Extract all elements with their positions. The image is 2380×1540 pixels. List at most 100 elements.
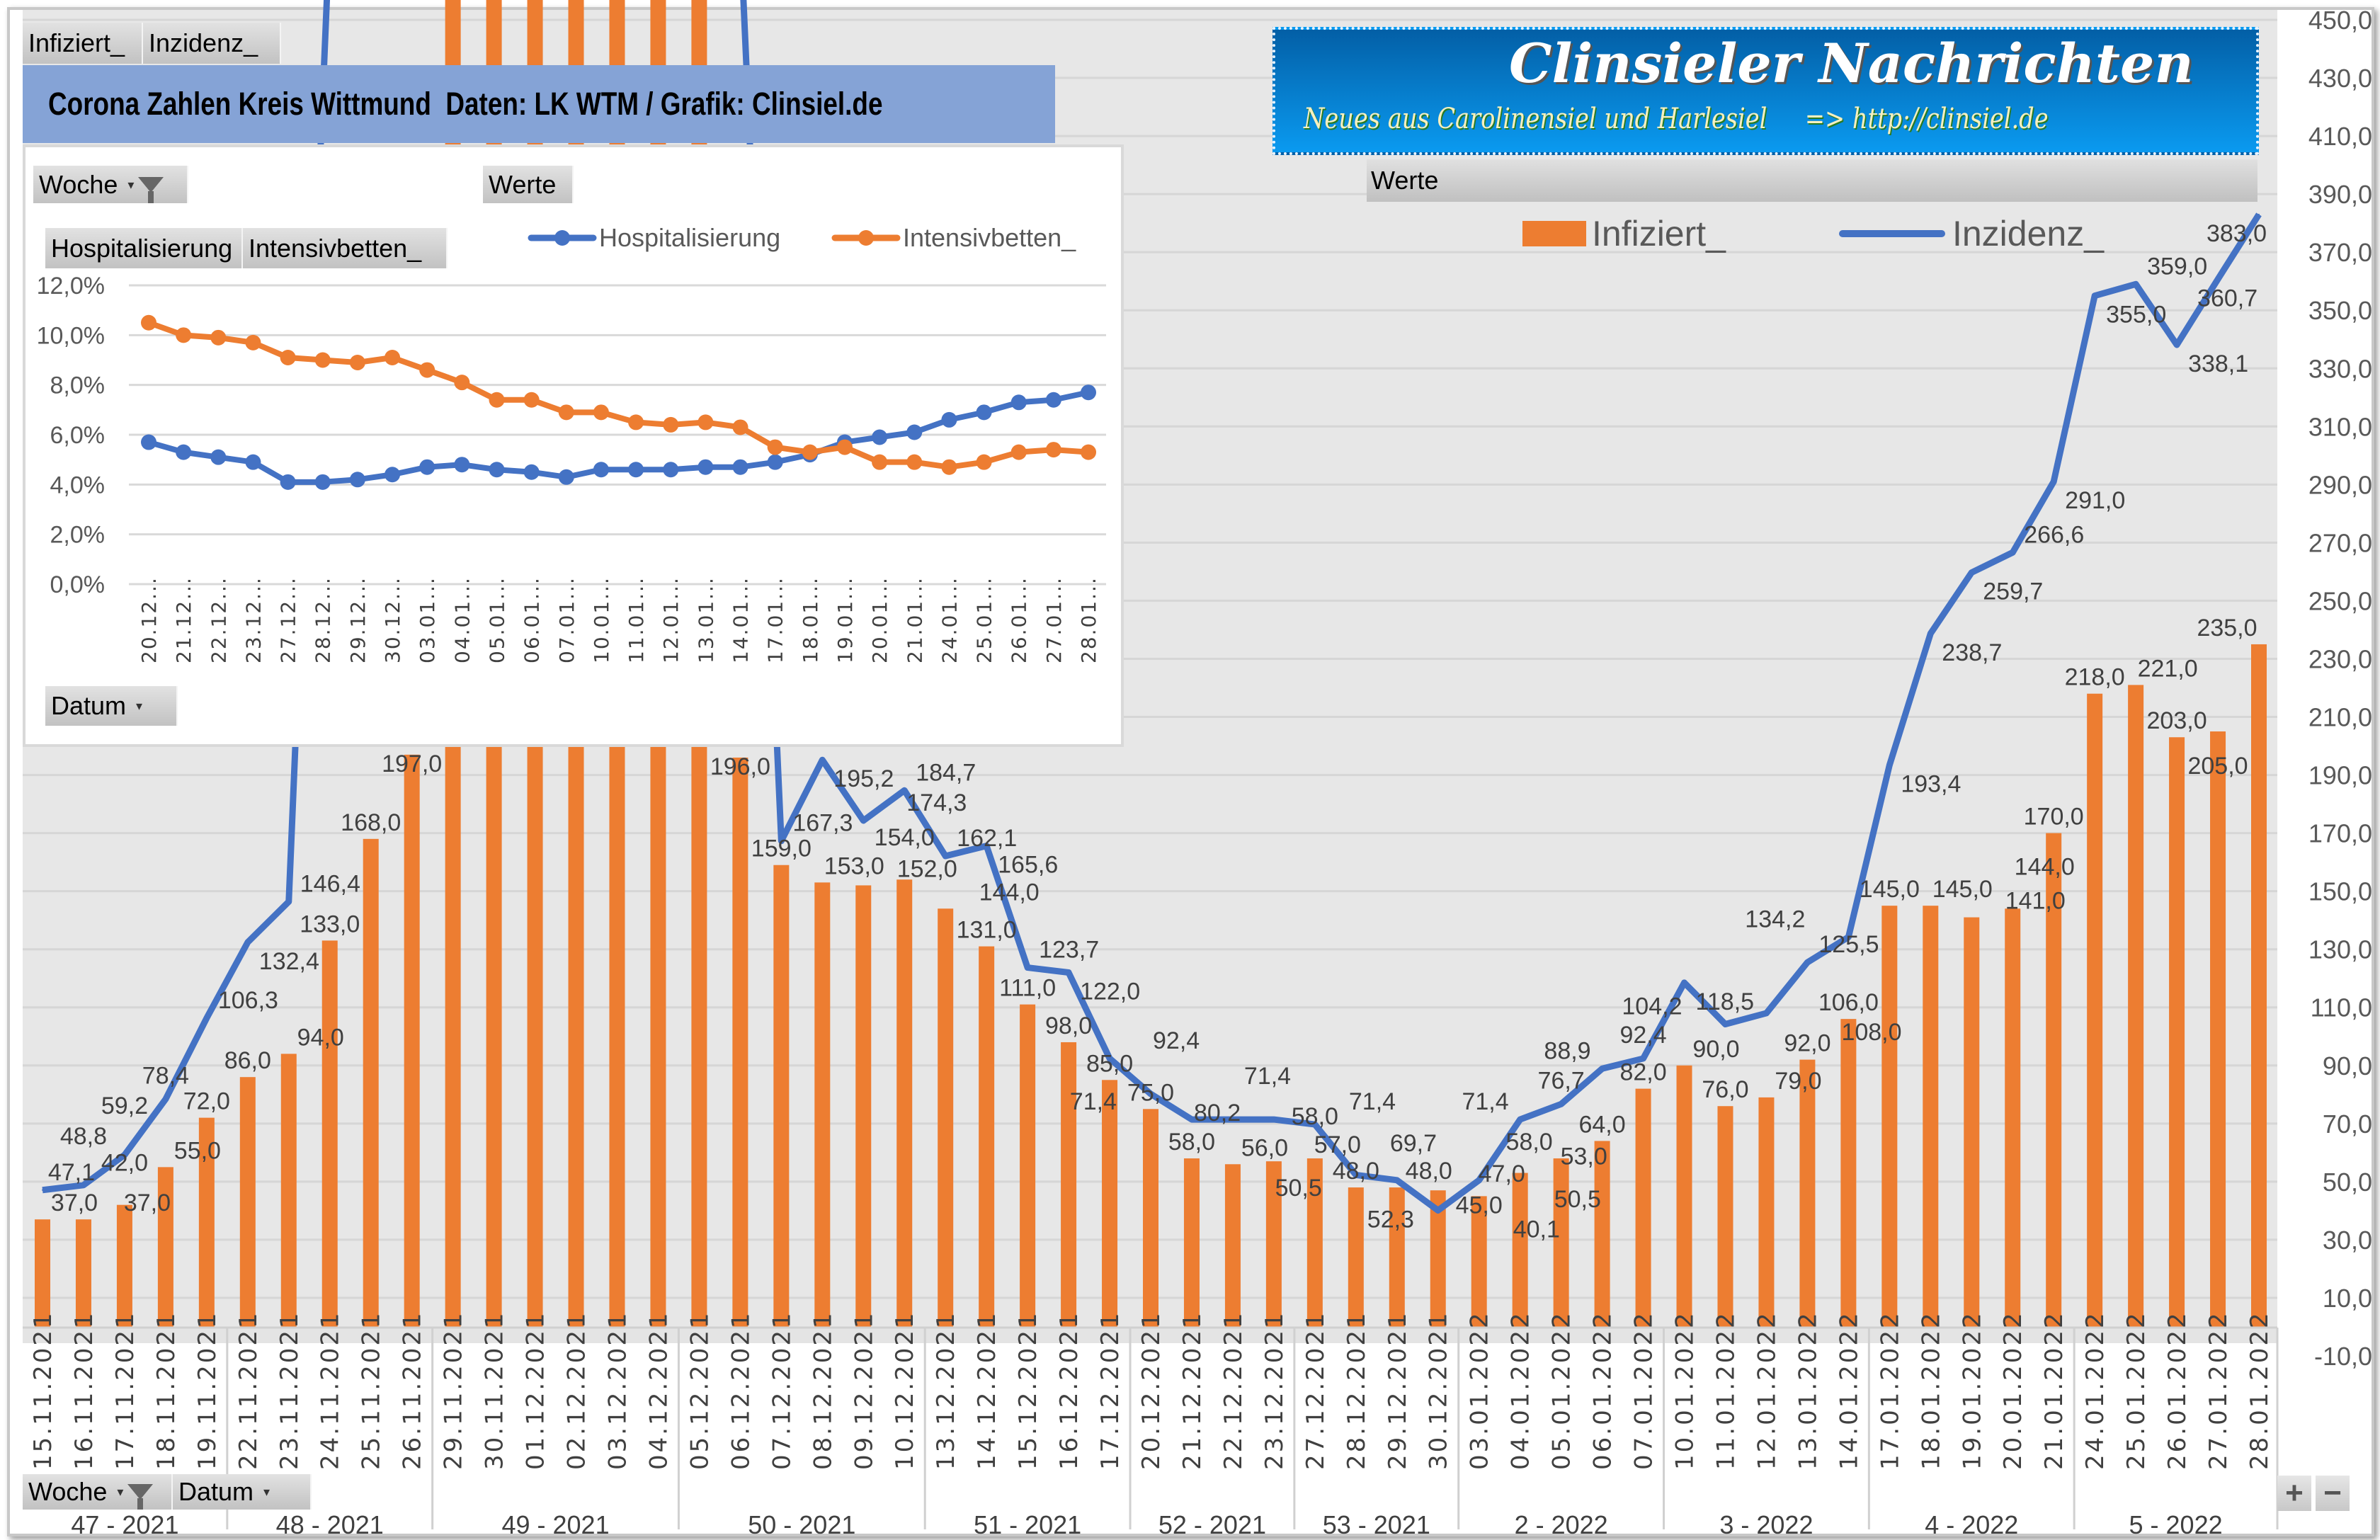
inset-marker — [419, 362, 435, 378]
woche-label: Woche — [28, 1477, 108, 1506]
line-data-label: 50,5 — [1554, 1186, 1601, 1213]
pivot-field-inzidenz[interactable]: Inzidenz_ — [143, 23, 281, 64]
line-data-label: 146,4 — [300, 870, 360, 897]
inset-x-tick-label: 28.12... — [312, 576, 335, 663]
inset-marker — [767, 454, 783, 470]
bar-infiziert — [1430, 1190, 1446, 1327]
bar-data-label: 55,0 — [174, 1137, 221, 1164]
bar-data-label: 94,0 — [297, 1024, 344, 1051]
line-data-label: 383,0 — [2207, 220, 2267, 247]
bar-infiziert — [773, 865, 790, 1327]
inset-marker — [941, 411, 957, 428]
bar-infiziert — [855, 885, 872, 1327]
y-tick-label: 270,0 — [2308, 528, 2372, 557]
x-tick-label: 27.12.2021 — [1302, 1311, 1330, 1470]
line-data-label: 162,1 — [957, 825, 1017, 852]
inset-marker — [176, 444, 192, 460]
inset-line-intensivbetten — [147, 319, 1089, 470]
bar-data-label: 72,0 — [183, 1088, 230, 1115]
bar-data-label: 144,0 — [979, 879, 1040, 906]
inset-marker — [141, 314, 156, 331]
bar-infiziert — [280, 1054, 297, 1327]
bar-infiziert — [2087, 693, 2103, 1327]
x-tick-label: 04.12.2021 — [644, 1311, 673, 1470]
werte-button[interactable]: Werte — [483, 166, 574, 203]
woche-axis-filter-button[interactable]: Woche ▾ — [23, 1474, 173, 1510]
line-data-label: 193,4 — [1901, 771, 1961, 798]
bar-data-label: 196,0 — [710, 753, 770, 780]
clinsieler-nachrichten-logo: Clinsieler Nachrichten Neues aus Carolin… — [1272, 27, 2259, 155]
x-tick-label: 11.01.2022 — [1712, 1311, 1740, 1470]
bar-data-label: 37,0 — [51, 1190, 98, 1216]
point-inzidenz — [1150, 1093, 1151, 1095]
bar-infiziert — [1348, 1187, 1364, 1327]
point-inzidenz — [2217, 278, 2219, 280]
bar-infiziert — [1594, 1141, 1610, 1327]
datum-axis-button[interactable]: Datum ▾ — [173, 1474, 312, 1510]
line-data-label: 88,9 — [1544, 1037, 1590, 1064]
bar-data-label: 133,0 — [300, 911, 360, 937]
bar-infiziert — [2251, 644, 2267, 1327]
pivot-field-infiziert[interactable]: Infiziert_ — [23, 23, 143, 64]
inset-marker — [349, 355, 365, 371]
x-tick-label: 23.12.2021 — [1260, 1311, 1289, 1470]
bar-infiziert — [896, 879, 913, 1327]
inset-marker — [663, 416, 679, 433]
field-intensivbetten[interactable]: Intensivbetten_ — [243, 228, 448, 268]
inset-marker — [454, 375, 470, 391]
inset-marker — [698, 459, 714, 475]
woche-filter-button[interactable]: Woche ▾ — [33, 166, 188, 203]
x-tick-label: 21.01.2022 — [2040, 1311, 2068, 1470]
inset-marker — [558, 404, 574, 421]
line-data-label: 71,4 — [1070, 1088, 1117, 1115]
x-tick-label: 22.12.2021 — [1219, 1311, 1248, 1470]
inset-x-tick-label: 03.01... — [416, 576, 439, 663]
bar-data-label: 197,0 — [382, 751, 442, 777]
line-data-label: 266,6 — [2024, 521, 2084, 548]
bar-infiziert — [1512, 1173, 1528, 1327]
inset-marker — [1045, 442, 1061, 458]
bar-infiziert — [1881, 906, 1898, 1327]
point-inzidenz — [1560, 1103, 1562, 1105]
week-label: 49 - 2021 — [501, 1510, 609, 1539]
expand-field-button[interactable]: + — [2277, 1476, 2311, 1511]
line-data-label: 122,0 — [1080, 979, 1140, 1005]
x-tick-label: 16.11.2021 — [70, 1311, 98, 1470]
inset-y-tick-label: 0,0% — [50, 571, 106, 598]
inset-x-tick-label: 22.12... — [207, 576, 230, 663]
y-tick-label: 310,0 — [2308, 412, 2372, 441]
point-inzidenz — [1478, 1179, 1480, 1181]
inset-x-tick-label: 13.01... — [694, 576, 717, 663]
bar-data-label: 42,0 — [101, 1150, 148, 1177]
inset-marker — [628, 414, 644, 430]
chart-title-bar: Corona Zahlen Kreis Wittmund Daten: LK W… — [23, 65, 1055, 143]
y-tick-label: 410,0 — [2308, 122, 2372, 151]
point-inzidenz — [1314, 1124, 1316, 1126]
inset-marker — [523, 464, 540, 480]
bar-data-label: 48,0 — [1406, 1158, 1452, 1185]
werte-field-button[interactable]: Werte — [1367, 159, 2257, 202]
point-inzidenz — [2176, 344, 2178, 346]
datum-axis-button[interactable]: Datum ▾ — [45, 686, 178, 726]
inset-x-tick-label: 21.12... — [172, 576, 195, 663]
point-inzidenz — [1889, 764, 1891, 766]
bar-data-label: 79,0 — [1775, 1068, 1821, 1095]
bar-data-label: 170,0 — [2024, 804, 2084, 831]
week-label: 51 - 2021 — [974, 1510, 1081, 1539]
bar-data-label: 106,0 — [1818, 989, 1879, 1016]
x-tick-label: 12.01.2022 — [1753, 1311, 1781, 1470]
line-data-label: 125,5 — [1818, 931, 1879, 958]
bar-infiziert — [1224, 1164, 1241, 1327]
point-inzidenz — [2012, 552, 2014, 554]
line-data-label: 106,3 — [218, 987, 278, 1014]
field-hospitalisierung[interactable]: Hospitalisierung — [45, 228, 243, 268]
field-label: Intensivbetten_ — [249, 233, 422, 263]
inset-x-tick-label: 23.12... — [241, 576, 265, 663]
line-data-label: 50,5 — [1275, 1175, 1322, 1202]
week-label: 3 - 2022 — [1719, 1510, 1813, 1539]
legend-infiziert-label: Infiziert_ — [1592, 214, 1726, 253]
legend-inzidenz-label: Inzidenz_ — [1952, 214, 2105, 253]
collapse-field-button[interactable]: − — [2316, 1476, 2350, 1511]
x-tick-label: 24.11.2021 — [317, 1311, 345, 1470]
